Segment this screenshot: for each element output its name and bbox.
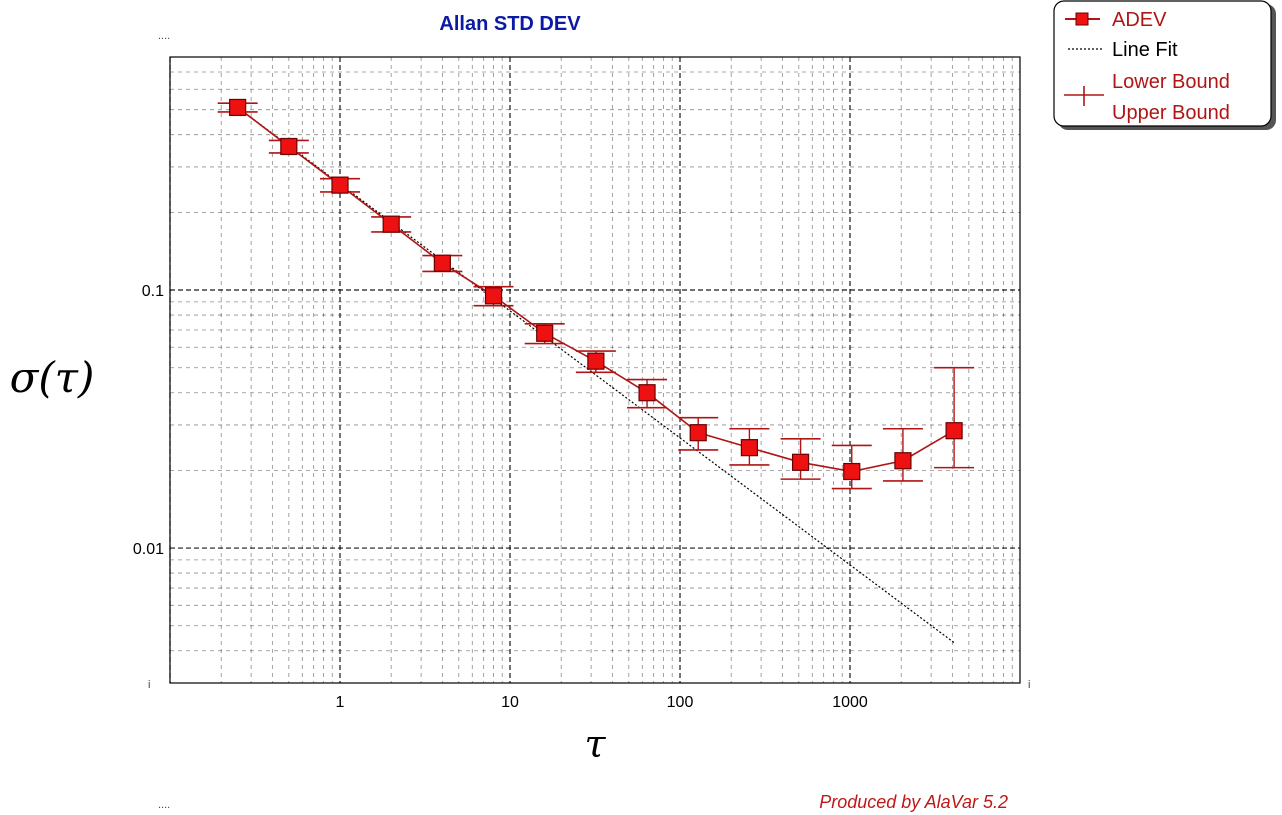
- corner-mark-right: i: [1028, 679, 1030, 691]
- line-fit-layer: [237, 106, 955, 644]
- adev-point: [331, 176, 349, 194]
- y-axis-label: σ(τ): [10, 353, 95, 402]
- legend: ADEV Line Fit Lower Bound Upper Bound: [1053, 0, 1276, 130]
- adev-point: [638, 384, 656, 402]
- y-tick-label: 0.01: [133, 541, 164, 558]
- x-axis-label: τ: [584, 722, 606, 766]
- legend-label: Line Fit: [1112, 39, 1178, 61]
- adev-point: [689, 424, 707, 442]
- legend-label: Lower Bound: [1112, 71, 1230, 93]
- adev-point: [945, 422, 963, 440]
- adev-point: [280, 137, 298, 156]
- corner-mark-left: i: [148, 679, 150, 691]
- adev-point: [229, 98, 247, 117]
- legend-label: Upper Bound: [1112, 102, 1230, 124]
- adev-point: [536, 324, 554, 342]
- x-tick-label: 1000: [832, 694, 868, 711]
- adev-point: [382, 215, 400, 233]
- adev-point: [843, 462, 861, 481]
- credit-text: Produced by AlaVar 5.2: [819, 792, 1008, 812]
- legend-label: ADEV: [1112, 9, 1167, 31]
- adev-point: [894, 452, 912, 470]
- tick-labels: 1 10 100 1000 0.1 0.01: [133, 283, 868, 711]
- y-tick-label: 0.1: [142, 283, 164, 300]
- plot-frame: [169, 56, 1021, 684]
- adev-series-layer: [217, 98, 975, 490]
- adev-point: [433, 254, 451, 272]
- legend-box: [1053, 0, 1272, 127]
- corner-mark-bottom: ....: [158, 799, 170, 811]
- adev-point: [587, 352, 605, 370]
- grid: [169, 56, 1020, 684]
- adev-point: [740, 439, 759, 457]
- line-fit: [237, 106, 955, 644]
- chart-title: Allan STD DEV: [439, 13, 581, 35]
- x-tick-label: 10: [501, 694, 519, 711]
- adev-point: [484, 287, 503, 305]
- x-tick-label: 1: [336, 694, 345, 711]
- adev-point: [791, 453, 810, 471]
- x-tick-label: 100: [667, 694, 694, 711]
- legend-adev-swatch-marker: [1075, 12, 1089, 26]
- corner-mark-top: ....: [158, 30, 170, 42]
